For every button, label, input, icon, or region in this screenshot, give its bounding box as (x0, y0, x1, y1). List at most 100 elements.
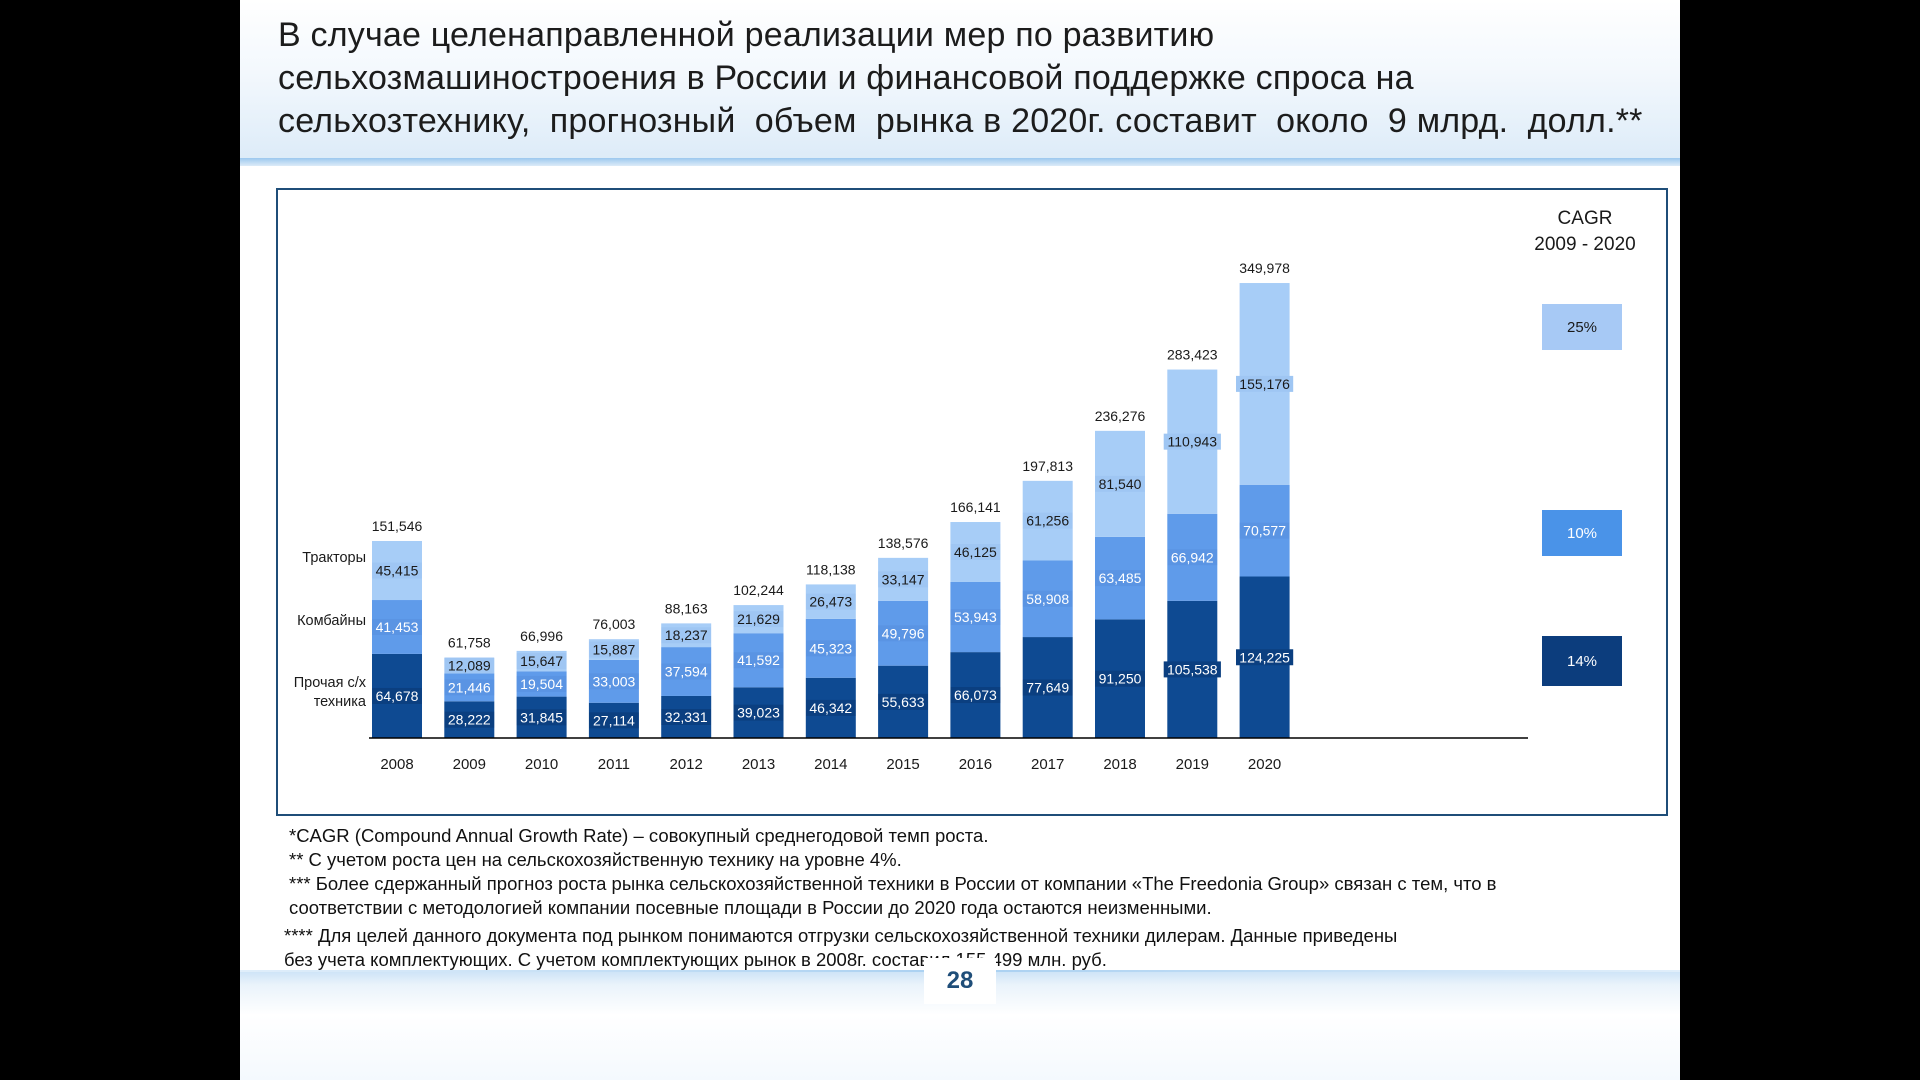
data-label: 39,023 (737, 705, 780, 721)
data-label: 155,176 (1239, 376, 1290, 392)
slide: В случае целенаправленной реализации мер… (240, 0, 1680, 1080)
data-label: 45,415 (376, 563, 419, 579)
data-label: 46,125 (954, 544, 997, 560)
data-label-bg (1022, 512, 1073, 529)
data-label: 77,649 (1026, 680, 1069, 696)
data-label: 70,577 (1243, 523, 1286, 539)
data-label-bg (661, 663, 711, 680)
footnote-prices: ** С учетом роста цен на сельскохозяйств… (289, 849, 902, 870)
cagr-value-combines: 10% (1567, 525, 1597, 542)
x-tick-label: 2011 (598, 756, 630, 773)
data-label-bg (1163, 661, 1221, 678)
data-label-bg (806, 640, 856, 657)
x-tick-label: 2010 (525, 756, 558, 773)
total-label: 138,576 (878, 535, 929, 551)
x-tick-label: 2009 (453, 756, 486, 773)
page-number: 28 (924, 958, 996, 1004)
data-label: 45,323 (809, 640, 852, 656)
data-label: 33,147 (882, 571, 925, 587)
data-label-bg (1236, 375, 1294, 392)
x-tick-label: 2015 (886, 756, 919, 773)
chart-frame: 64,678 41,453 45,415 151,546 2008 28,222 21,44… (276, 188, 1668, 816)
data-label: 49,796 (882, 625, 925, 641)
data-label: 61,256 (1026, 513, 1069, 529)
data-label: 32,331 (665, 709, 708, 725)
data-label-bg (733, 652, 784, 669)
total-label: 197,813 (1022, 458, 1073, 474)
x-tick-label: 2016 (959, 756, 992, 773)
data-label: 33,003 (592, 673, 635, 689)
data-label-bg (1239, 522, 1290, 539)
total-label: 118,138 (806, 561, 856, 577)
data-label-bg (516, 709, 567, 726)
footnote-cagr: *CAGR (Compound Annual Growth Rate) – со… (289, 825, 989, 846)
data-label-bg (806, 593, 856, 610)
cagr-period: 2009 - 2020 (1534, 234, 1635, 255)
slide-title: В случае целенаправленной реализации мер… (278, 14, 1658, 143)
data-label-bg (661, 708, 711, 725)
title-line-1: В случае целенаправленной реализации мер… (278, 16, 1215, 54)
cagr-box-other (1542, 636, 1622, 686)
cagr-title: CAGR (1558, 208, 1613, 229)
cagr-box-tractors (1542, 304, 1622, 350)
data-label: 15,647 (520, 653, 563, 669)
data-label: 53,943 (954, 609, 997, 625)
title-line-2: сельхозмашиностроения в России и финансо… (278, 59, 1414, 97)
footnote-market-definition-cont: без учета комплектующих. С учетом компле… (284, 949, 1107, 970)
title-line-3: сельхозтехнику, прогнозный объем рынка в… (278, 102, 1643, 140)
data-label: 58,908 (1026, 591, 1069, 607)
x-tick-label: 2020 (1248, 756, 1281, 773)
data-label: 105,538 (1167, 661, 1218, 677)
footnote-market-definition: **** Для целей данного документа под рын… (284, 925, 1398, 946)
x-tick-label: 2013 (742, 756, 775, 773)
data-label: 41,453 (376, 619, 419, 635)
data-label-bg (1095, 670, 1145, 687)
total-label: 66,996 (520, 628, 563, 644)
legend-label-tractors: Тракторы (302, 550, 366, 566)
data-label: 46,342 (809, 700, 852, 716)
data-label: 27,114 (593, 712, 635, 728)
cagr-value-tractors: 25% (1567, 319, 1597, 336)
data-label: 66,073 (954, 687, 997, 703)
data-label: 63,485 (1099, 570, 1142, 586)
data-label-bg (661, 627, 711, 644)
footnote-freedonia-cont: соответствии с методологией компании пос… (289, 897, 1212, 918)
x-tick-label: 2014 (814, 756, 847, 773)
x-tick-label: 2018 (1103, 756, 1136, 773)
legend-label-other: Прочая с/х (294, 675, 367, 691)
data-label: 81,540 (1099, 476, 1142, 492)
total-label: 61,758 (448, 635, 491, 651)
data-label-bg (1095, 570, 1145, 587)
data-label: 21,446 (448, 679, 491, 695)
stacked-bar-chart: 64,678 41,453 45,415 151,546 2008 28,222 21,44… (294, 208, 1636, 773)
data-label-bg (589, 673, 639, 690)
total-label: 76,003 (592, 616, 635, 632)
data-label: 66,942 (1171, 549, 1214, 565)
data-label-bg (950, 609, 1001, 626)
data-label-bg (878, 571, 928, 588)
total-label: 283,423 (1167, 347, 1218, 363)
data-label-bg (444, 679, 495, 696)
data-label: 124,225 (1239, 649, 1290, 665)
legend-label-combines: Комбайны (297, 613, 366, 629)
legend-label-other-2: техника (314, 694, 367, 710)
x-tick-label: 2008 (380, 756, 413, 773)
data-label-bg (878, 693, 928, 710)
data-label: 18,237 (665, 627, 708, 643)
total-label: 151,546 (372, 518, 423, 534)
data-label: 19,504 (520, 676, 563, 692)
data-label: 55,633 (882, 694, 925, 710)
data-label-bg (372, 562, 422, 579)
data-label: 26,473 (809, 594, 852, 610)
data-label-bg (1095, 475, 1145, 492)
data-label-bg (516, 653, 567, 670)
data-label: 31,845 (520, 709, 563, 725)
data-label: 12,089 (448, 658, 491, 674)
cagr-value-other: 14% (1567, 653, 1597, 670)
x-tick-label: 2019 (1176, 756, 1209, 773)
cagr-box-combines (1542, 510, 1622, 556)
data-label-bg (1236, 649, 1294, 666)
data-label: 21,629 (737, 611, 780, 627)
data-label-bg (444, 711, 495, 728)
data-label-bg (1167, 549, 1218, 566)
